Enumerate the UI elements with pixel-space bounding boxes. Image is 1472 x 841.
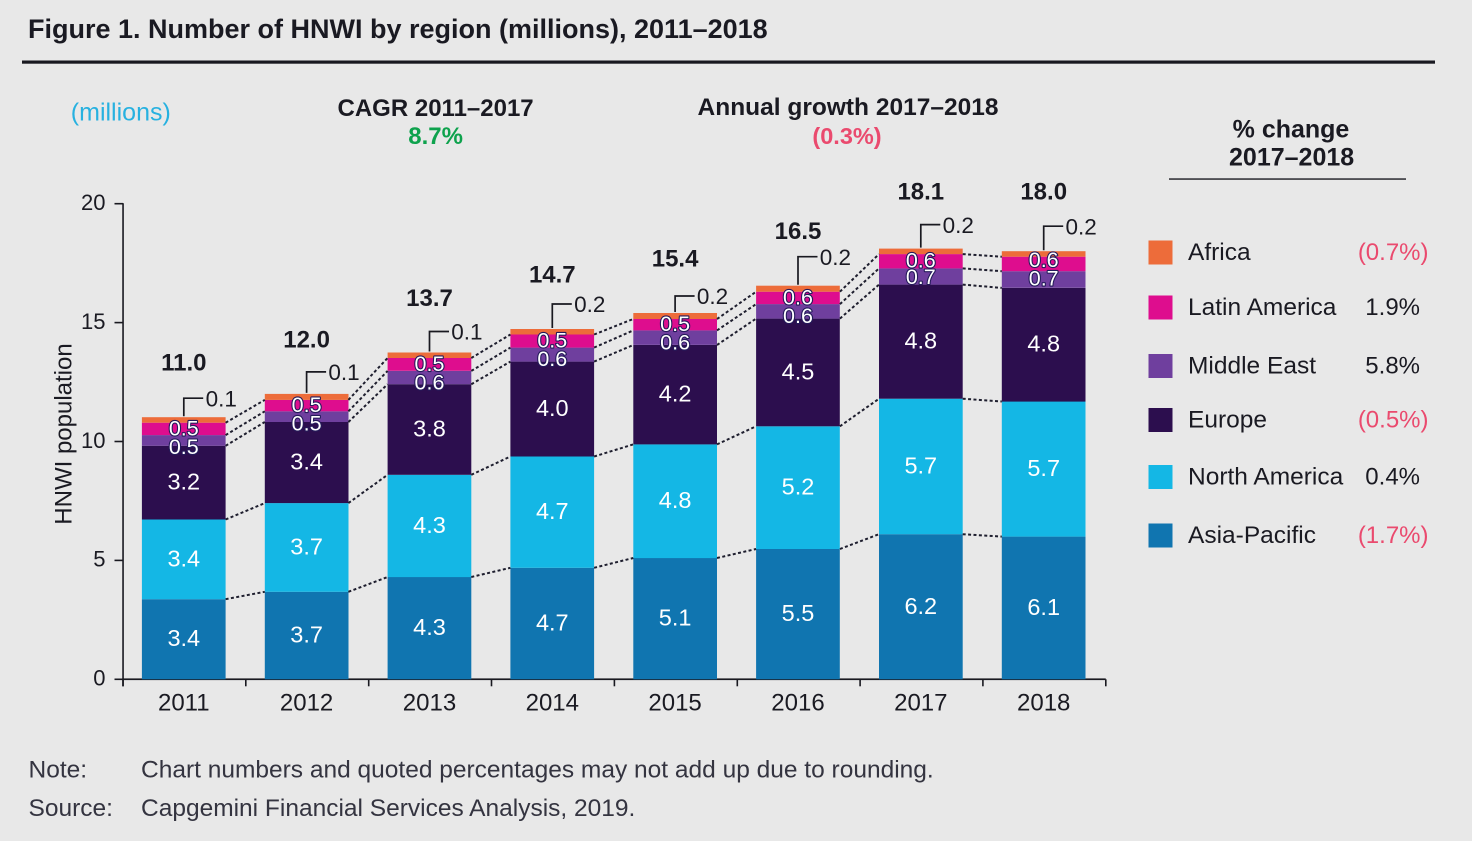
svg-text:0.6: 0.6: [415, 371, 445, 395]
svg-text:6.1: 6.1: [1027, 594, 1060, 620]
svg-text:4.5: 4.5: [782, 358, 815, 384]
svg-text:(1.7%): (1.7%): [1358, 522, 1429, 549]
svg-text:Middle East: Middle East: [1188, 353, 1316, 380]
svg-text:4.8: 4.8: [904, 328, 937, 354]
svg-text:2016: 2016: [771, 690, 824, 717]
svg-text:2015: 2015: [648, 690, 701, 717]
svg-text:North America: North America: [1188, 464, 1344, 491]
svg-text:2011: 2011: [158, 690, 210, 717]
svg-text:Chart numbers and quoted perce: Chart numbers and quoted percentages may…: [141, 757, 934, 784]
svg-text:0.5: 0.5: [292, 412, 322, 436]
svg-text:0.5: 0.5: [415, 352, 445, 376]
svg-text:3.4: 3.4: [290, 449, 323, 475]
svg-text:0.1: 0.1: [451, 320, 482, 345]
svg-text:4.8: 4.8: [1027, 331, 1060, 357]
svg-text:6.2: 6.2: [904, 593, 937, 619]
svg-text:0.5: 0.5: [660, 312, 690, 336]
svg-text:2014: 2014: [526, 690, 579, 717]
svg-text:0.6: 0.6: [906, 249, 936, 273]
svg-text:0.6: 0.6: [660, 331, 690, 355]
svg-text:16.5: 16.5: [775, 218, 822, 245]
svg-text:(millions): (millions): [71, 99, 171, 127]
svg-text:10: 10: [81, 428, 105, 453]
svg-text:2013: 2013: [403, 690, 456, 717]
svg-text:5.2: 5.2: [782, 474, 815, 500]
svg-text:0.2: 0.2: [943, 213, 974, 238]
svg-text:0.6: 0.6: [1029, 248, 1059, 272]
svg-text:12.0: 12.0: [283, 326, 330, 353]
svg-text:Latin America: Latin America: [1188, 294, 1337, 321]
svg-text:0.5: 0.5: [169, 435, 199, 459]
svg-text:4.7: 4.7: [536, 498, 569, 524]
svg-text:5: 5: [93, 547, 105, 572]
svg-text:0.6: 0.6: [783, 304, 813, 328]
svg-text:3.4: 3.4: [167, 625, 200, 651]
svg-text:0.5: 0.5: [537, 329, 567, 353]
svg-text:0.5: 0.5: [169, 416, 199, 440]
svg-text:0.6: 0.6: [783, 285, 813, 309]
svg-text:4.3: 4.3: [413, 614, 446, 640]
svg-text:4.2: 4.2: [659, 381, 692, 407]
svg-text:2012: 2012: [280, 690, 333, 717]
svg-text:% change: % change: [1233, 116, 1350, 144]
svg-text:Figure 1. Number of HNWI by re: Figure 1. Number of HNWI by region (mill…: [28, 14, 768, 44]
svg-text:4.7: 4.7: [536, 610, 569, 636]
svg-text:3.7: 3.7: [290, 622, 323, 648]
svg-text:2017: 2017: [894, 690, 947, 717]
svg-text:Annual growth 2017–2018: Annual growth 2017–2018: [698, 94, 999, 121]
svg-text:20: 20: [81, 190, 105, 215]
svg-text:CAGR 2011–2017: CAGR 2011–2017: [338, 95, 534, 122]
svg-text:11.0: 11.0: [161, 350, 206, 377]
svg-text:0.7: 0.7: [906, 265, 936, 289]
svg-text:0.2: 0.2: [697, 284, 728, 309]
svg-text:18.0: 18.0: [1020, 178, 1067, 205]
svg-text:15: 15: [81, 309, 105, 334]
svg-text:3.8: 3.8: [413, 416, 446, 442]
svg-text:Africa: Africa: [1188, 239, 1251, 266]
svg-text:Europe: Europe: [1188, 407, 1267, 434]
svg-text:5.7: 5.7: [904, 453, 937, 479]
svg-text:4.3: 4.3: [413, 512, 446, 538]
svg-text:0.1: 0.1: [328, 360, 359, 385]
svg-text:0.6: 0.6: [537, 347, 567, 371]
svg-text:2018: 2018: [1017, 690, 1070, 717]
svg-text:0.7: 0.7: [1029, 267, 1059, 291]
svg-text:Note:: Note:: [29, 757, 88, 784]
svg-text:HNWI population: HNWI population: [51, 343, 78, 524]
svg-text:Capgemini Financial Services A: Capgemini Financial Services Analysis, 2…: [141, 795, 635, 822]
svg-text:1.9%: 1.9%: [1365, 294, 1420, 321]
svg-text:13.7: 13.7: [406, 285, 453, 312]
svg-text:0.2: 0.2: [1066, 214, 1097, 239]
svg-text:3.4: 3.4: [167, 545, 200, 571]
svg-text:0.4%: 0.4%: [1365, 464, 1420, 491]
svg-text:(0.3%): (0.3%): [812, 123, 881, 149]
svg-text:4.0: 4.0: [536, 395, 569, 421]
svg-text:5.7: 5.7: [1027, 455, 1060, 481]
svg-text:3.2: 3.2: [167, 469, 200, 495]
svg-text:Source:: Source:: [29, 795, 113, 822]
svg-text:3.7: 3.7: [290, 533, 323, 559]
svg-text:0.5: 0.5: [292, 393, 322, 417]
svg-text:5.5: 5.5: [782, 600, 815, 626]
svg-text:0.2: 0.2: [574, 292, 605, 317]
svg-text:8.7%: 8.7%: [408, 123, 463, 150]
svg-text:(0.7%): (0.7%): [1358, 239, 1429, 266]
svg-text:0.2: 0.2: [820, 245, 851, 270]
svg-text:14.7: 14.7: [529, 262, 576, 289]
svg-text:0.1: 0.1: [206, 386, 237, 411]
svg-text:18.1: 18.1: [897, 178, 944, 205]
svg-text:5.8%: 5.8%: [1365, 353, 1420, 380]
svg-text:2017–2018: 2017–2018: [1229, 143, 1354, 171]
svg-text:Asia-Pacific: Asia-Pacific: [1188, 522, 1316, 549]
svg-text:4.8: 4.8: [659, 487, 692, 513]
svg-text:15.4: 15.4: [652, 246, 699, 273]
svg-text:0: 0: [93, 666, 105, 691]
svg-text:(0.5%): (0.5%): [1358, 407, 1429, 434]
svg-text:5.1: 5.1: [659, 605, 692, 631]
